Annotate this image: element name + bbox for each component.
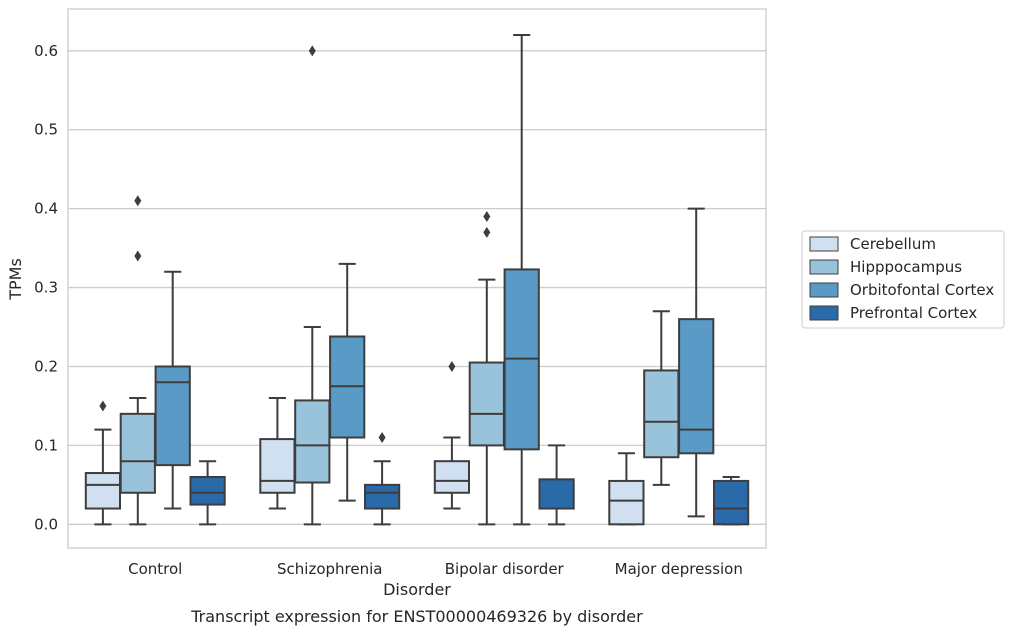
x-tick-label: Schizophrenia (277, 560, 382, 578)
box-3-2 (538, 444, 575, 526)
box-iqr (433, 460, 471, 494)
plot-frame (67, 8, 767, 549)
y-tick-label: 0.3 (34, 279, 58, 297)
legend-label: Cerebellum (850, 235, 936, 253)
box-iqr (538, 478, 575, 510)
outlier-point (99, 400, 107, 412)
y-tick-label: 0.5 (34, 121, 58, 139)
x-tick-label: Major depression (615, 560, 743, 578)
y-tick-label: 0.0 (34, 515, 58, 533)
x-tick-label: Control (128, 560, 182, 578)
box-0-2 (433, 360, 471, 510)
x-tick-label: Bipolar disorder (445, 560, 565, 578)
box-iqr (678, 318, 715, 455)
y-axis-ticks: 0.0 0.1 0.2 0.3 0.4 0.5 0.6 (34, 42, 58, 533)
box-iqr (119, 412, 156, 494)
box-2-1 (329, 262, 366, 502)
legend-swatch (809, 259, 839, 275)
box-iqr (84, 472, 122, 510)
legend-label: Prefrontal Cortex (850, 304, 977, 322)
box-1-2 (468, 211, 505, 526)
y-tick-label: 0.4 (34, 200, 58, 218)
box-1-1 (294, 45, 331, 526)
x-axis-ticks: Control Schizophrenia Bipolar disorder Majo… (128, 560, 743, 578)
box-iqr (189, 475, 226, 506)
legend-item: Cerebellum (809, 235, 936, 253)
box-3-0 (189, 460, 226, 526)
legend-label: Hipppocampus (850, 258, 962, 276)
outlier-point (378, 432, 386, 444)
box-0-1 (259, 397, 296, 510)
legend-swatch (809, 282, 839, 298)
outlier-point (448, 360, 456, 372)
y-axis-label: TPMs (6, 258, 25, 301)
box-2-0 (154, 270, 191, 510)
box-iqr (643, 369, 680, 459)
outlier-point (134, 250, 142, 262)
y-tick-label: 0.2 (34, 357, 58, 375)
y-tick-label: 0.1 (34, 436, 58, 454)
box-iqr (712, 479, 750, 526)
box-0-3 (608, 452, 645, 526)
box-iqr (259, 438, 296, 494)
chart-caption: Transcript expression for ENST0000046932… (190, 607, 643, 626)
legend-frame (801, 230, 1005, 329)
outlier-point (483, 226, 491, 238)
box-iqr (608, 479, 645, 526)
legend-swatch (809, 236, 839, 252)
box-2-3 (678, 207, 715, 518)
box-1-0 (119, 195, 156, 526)
legend-item: Hipppocampus (809, 258, 962, 276)
legend-label: Orbitofontal Cortex (850, 281, 994, 299)
box-2-2 (503, 34, 540, 526)
legend: Cerebellum Hipppocampus Orbitofontal Corte… (801, 230, 1005, 329)
box-iqr (294, 399, 331, 484)
box-3-3 (712, 475, 750, 526)
box-series (84, 34, 750, 526)
y-tick-label: 0.6 (34, 42, 58, 60)
outlier-point (483, 211, 491, 223)
legend-item: Orbitofontal Cortex (809, 281, 994, 299)
outlier-point (308, 45, 316, 57)
legend-swatch (809, 305, 839, 321)
box-iqr (468, 361, 505, 447)
legend-item: Prefrontal Cortex (809, 304, 977, 322)
box-3-1 (363, 432, 401, 526)
box-iqr (363, 483, 401, 510)
outlier-point (134, 195, 142, 207)
x-axis-label: Disorder (383, 580, 451, 599)
